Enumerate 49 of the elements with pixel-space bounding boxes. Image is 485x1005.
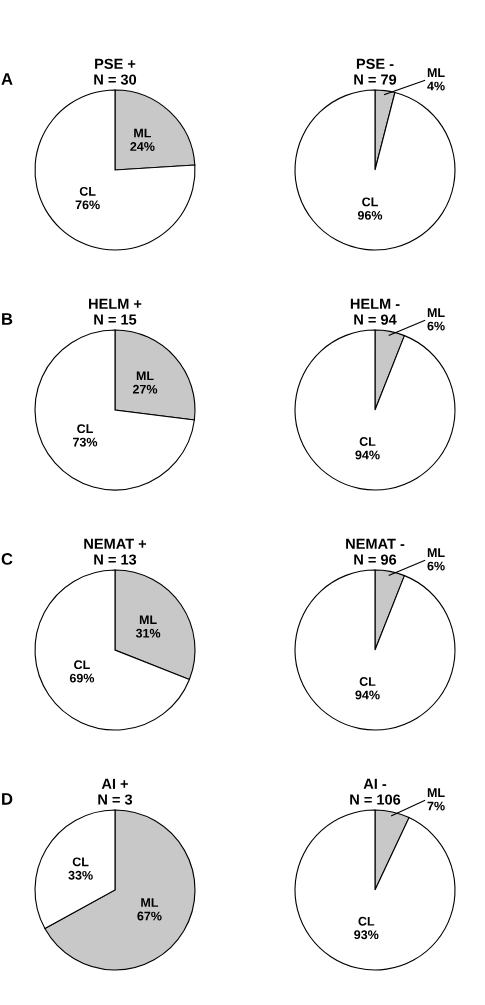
data-label: 94% — [355, 450, 380, 460]
slice-label: CL — [72, 857, 89, 867]
data-label: 73% — [73, 437, 98, 447]
data-label: 7% — [427, 801, 445, 811]
data-label: 4% — [427, 81, 445, 91]
data-label: 6% — [427, 321, 445, 331]
slice-label: CL — [359, 437, 376, 446]
data-label: 76% — [75, 200, 100, 210]
slice-label: ML — [427, 548, 445, 557]
data-label: 24% — [130, 142, 155, 151]
pie-slice — [294, 569, 456, 731]
slice-label: CL — [362, 197, 378, 207]
slice-label: ML — [136, 371, 154, 381]
slice-label: ML — [427, 788, 445, 797]
text: A — [1, 73, 13, 85]
data-label: 6% — [427, 561, 445, 571]
chart-title: HELM + N = 15 — [89, 298, 142, 325]
chart-title: AI + N = 3 — [98, 778, 133, 805]
slice-label: ML — [134, 128, 152, 138]
data-label: 67% — [137, 911, 162, 921]
data-label: 31% — [135, 628, 161, 638]
pie-slice — [294, 329, 456, 491]
chart-title: PSE - N = 79 — [354, 58, 397, 85]
slice-label: CL — [74, 660, 90, 670]
slice-label: ML — [427, 68, 445, 77]
data-label: 93% — [354, 930, 379, 940]
slice-label: ML — [141, 898, 159, 907]
data-label: 33% — [68, 870, 93, 880]
slice-label: CL — [77, 424, 93, 434]
chart-title: HELM - N = 94 — [350, 298, 400, 325]
slice-label: ML — [139, 615, 157, 625]
data-label: 94% — [355, 690, 380, 700]
chart-title: AI - N = 106 — [350, 778, 401, 805]
chart-title: PSE + N = 30 — [94, 58, 137, 85]
slice-label: CL — [358, 916, 375, 926]
slice-label: CL — [79, 186, 96, 196]
pie-slice — [34, 89, 196, 251]
pie-slice — [294, 809, 456, 971]
slice-label: CL — [359, 677, 376, 686]
pie-slice — [34, 329, 195, 491]
text: B — [2, 313, 13, 325]
slice-label: ML — [427, 308, 445, 317]
data-label: 27% — [132, 384, 158, 394]
data-label: 69% — [69, 673, 95, 683]
chart-title: NEMAT + N = 13 — [84, 538, 147, 565]
text: C — [1, 553, 13, 565]
text: D — [2, 793, 13, 805]
chart-title: NEMAT - N = 96 — [346, 538, 405, 565]
data-label: 96% — [357, 210, 383, 220]
